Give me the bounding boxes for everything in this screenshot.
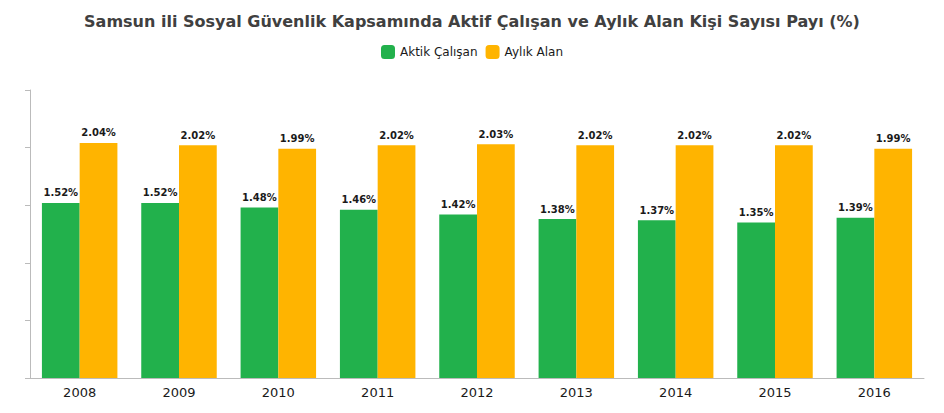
svg-text:2.02%: 2.02% xyxy=(578,130,613,141)
svg-text:2009: 2009 xyxy=(162,385,195,400)
svg-text:2011: 2011 xyxy=(361,385,394,400)
svg-text:2014: 2014 xyxy=(659,385,692,400)
svg-text:1.42%: 1.42% xyxy=(441,199,476,210)
svg-text:2010: 2010 xyxy=(262,385,295,400)
svg-text:1.37%: 1.37% xyxy=(639,205,674,216)
svg-text:2008: 2008 xyxy=(63,385,96,400)
svg-text:1.99%: 1.99% xyxy=(280,133,315,144)
svg-text:1.52%: 1.52% xyxy=(143,187,178,198)
svg-text:2.02%: 2.02% xyxy=(379,130,414,141)
svg-text:1.38%: 1.38% xyxy=(540,204,575,215)
svg-text:Aylık Alan: Aylık Alan xyxy=(505,45,563,59)
svg-text:2.04%: 2.04% xyxy=(81,127,116,138)
svg-text:1.52%: 1.52% xyxy=(43,187,78,198)
svg-text:Samsun ili Sosyal Güvenlik Kap: Samsun ili Sosyal Güvenlik Kapsamında Ak… xyxy=(84,12,860,31)
svg-text:2.02%: 2.02% xyxy=(181,130,216,141)
svg-text:1.46%: 1.46% xyxy=(341,194,376,205)
svg-text:2.03%: 2.03% xyxy=(479,129,514,140)
svg-text:1.39%: 1.39% xyxy=(838,202,873,213)
svg-text:1.99%: 1.99% xyxy=(876,133,911,144)
svg-text:2.02%: 2.02% xyxy=(777,130,812,141)
svg-text:2.02%: 2.02% xyxy=(677,130,712,141)
svg-text:1.35%: 1.35% xyxy=(739,207,774,218)
svg-text:2013: 2013 xyxy=(560,385,593,400)
svg-text:Aktik Çalışan: Aktik Çalışan xyxy=(400,45,478,59)
svg-text:2012: 2012 xyxy=(460,385,493,400)
svg-text:2016: 2016 xyxy=(858,385,891,400)
svg-text:1.48%: 1.48% xyxy=(242,192,277,203)
svg-text:2015: 2015 xyxy=(758,385,791,400)
